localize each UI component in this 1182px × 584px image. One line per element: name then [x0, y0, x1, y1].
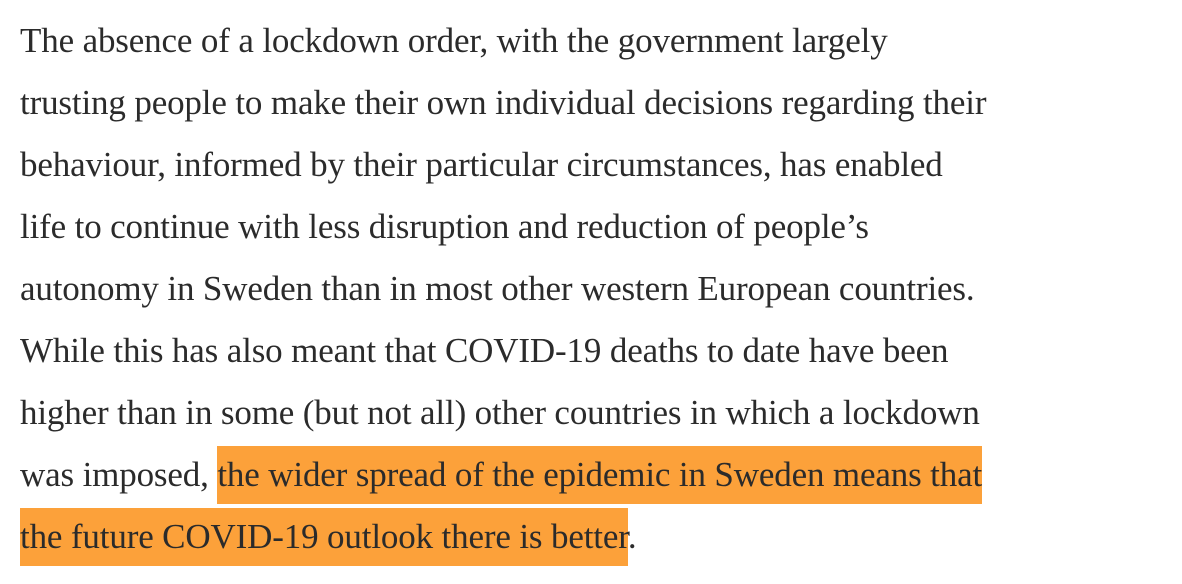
paragraph-line: higher than in some (but not all) other …	[20, 393, 980, 432]
paragraph-line: life to continue with less disruption an…	[20, 207, 869, 246]
paragraph-line: behaviour, informed by their particular …	[20, 145, 943, 184]
paragraph: The absence of a lockdown order, with th…	[20, 10, 1170, 568]
paragraph-line: trusting people to make their own indivi…	[20, 83, 987, 122]
highlighted-text[interactable]: the future COVID-19 outlook there is bet…	[20, 508, 628, 566]
paragraph-line: was imposed, the wider spread of the epi…	[20, 444, 1170, 506]
paragraph-line: autonomy in Sweden than in most other we…	[20, 269, 975, 308]
highlighted-text[interactable]: the wider spread of the epidemic in Swed…	[217, 446, 982, 504]
paragraph-line: the future COVID-19 outlook there is bet…	[20, 506, 1170, 568]
plain-text: was imposed,	[20, 455, 218, 494]
paragraph-line: While this has also meant that COVID-19 …	[20, 331, 949, 370]
trailing-period: .	[627, 517, 637, 556]
paragraph-line: The absence of a lockdown order, with th…	[20, 21, 888, 60]
article-body: The absence of a lockdown order, with th…	[20, 10, 1170, 568]
